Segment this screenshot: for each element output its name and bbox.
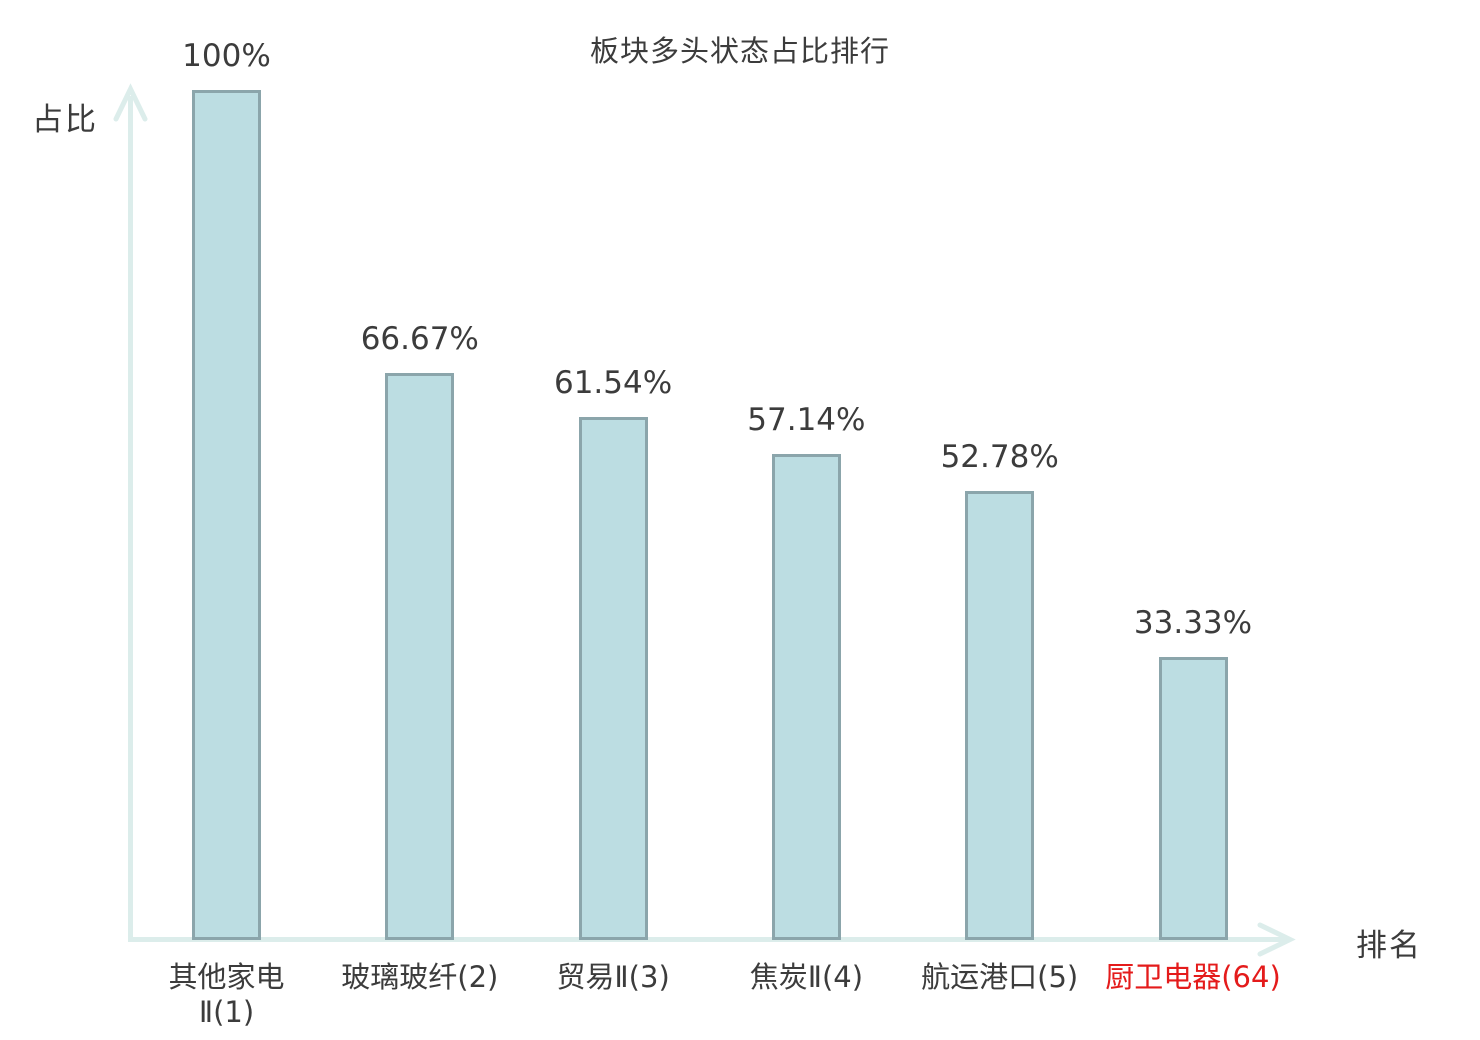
bar-value-label: 52.78% <box>940 439 1059 476</box>
x-axis-label: 排名 <box>1356 928 1422 964</box>
bar <box>1158 656 1228 940</box>
x-tick-label: 贸易Ⅱ(3) <box>473 960 753 995</box>
x-tick-label: 航运港口(5) <box>860 960 1140 995</box>
x-tick-label-line: 焦炭Ⅱ(4) <box>749 960 864 994</box>
bar <box>385 373 455 940</box>
x-tick-label: 厨卫电器(64) <box>1053 960 1333 995</box>
y-axis-label: 占比 <box>32 102 98 138</box>
chart-title: 板块多头状态占比排行 <box>589 34 890 68</box>
x-tick-label-line: 厨卫电器(64) <box>1105 960 1281 994</box>
bar-value-label: 66.67% <box>360 321 479 358</box>
x-axis-arrow-icon <box>1257 922 1296 957</box>
x-tick-label: 玻璃玻纤(2) <box>280 960 560 995</box>
x-tick-label-line: Ⅱ(1) <box>198 995 255 1029</box>
x-tick-label-line: 航运港口(5) <box>921 960 1079 994</box>
x-tick-label-line: 其他家电 <box>168 960 285 994</box>
bar <box>192 90 261 940</box>
x-tick-label: 其他家电 Ⅱ(1) <box>87 960 367 1030</box>
x-tick-label-line: 玻璃玻纤(2) <box>341 960 499 994</box>
bar-value-label: 33.33% <box>1133 604 1253 641</box>
bar <box>578 416 648 940</box>
bar-value-label: 100% <box>182 38 271 74</box>
bar-value-label: 57.14% <box>747 402 866 439</box>
bar <box>771 454 841 940</box>
x-tick-label: 焦炭Ⅱ(4) <box>666 960 946 995</box>
bar-value-label: 61.54% <box>553 364 673 401</box>
y-axis-arrow-icon <box>113 83 148 122</box>
bar <box>965 491 1035 940</box>
x-tick-label-line: 贸易Ⅱ(3) <box>556 960 670 994</box>
